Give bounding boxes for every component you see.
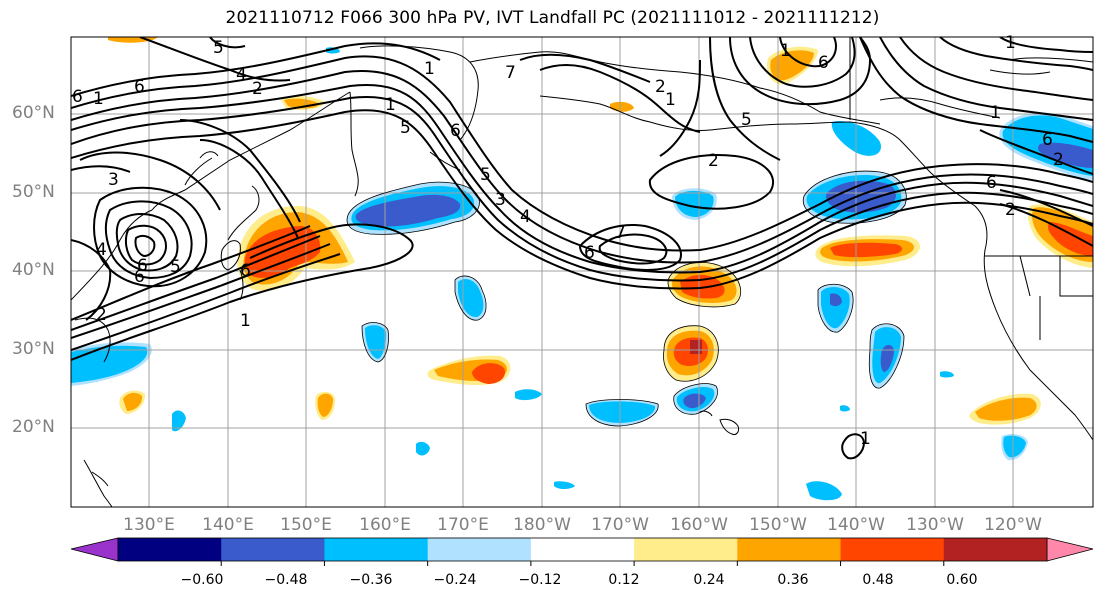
contour-label: 1 [780,41,791,61]
colorbar-frame [117,537,1048,562]
colorbar-segment [943,538,1048,561]
lon-label: 180°W [513,515,571,535]
lon-label: 150°W [749,515,807,535]
lon-label: 120°W [984,515,1042,535]
colorbar-tick-label: −0.24 [433,572,477,588]
colorbar-extend-high [1046,537,1094,562]
contour-label: 1 [990,103,1001,123]
contour-label: 1 [424,59,435,79]
colorbar-segment [118,538,222,561]
lon-label: 160°W [670,515,728,535]
contour-label: 2 [96,305,107,325]
lat-label: 20°N [12,417,55,437]
colorbar-segment [324,538,429,561]
map-title: 2021110712 F066 300 hPa PV, IVT Landfall… [225,8,880,28]
contour-label: 3 [495,190,506,210]
lon-label: 150°E [280,515,332,535]
contour-label: 6 [72,87,83,107]
colorbar-ticks [220,561,945,566]
contour-label: 2 [1053,150,1064,170]
lon-label: 170°W [591,515,649,535]
contour-label: 2 [655,77,666,97]
colorbar-tick-label: 0.60 [946,572,978,588]
contour-label: 6 [450,121,461,141]
lat-label: 60°N [12,103,55,123]
contour-labels: 5 6 1 4 2 6 1 5 6 3 4 5 6 7 2 1 6 1 6 7 … [72,33,1064,449]
contour-label: 4 [96,240,107,260]
colorbar-segment [221,538,325,561]
contour-label: 5 [741,110,752,130]
contour-label: 1 [860,429,871,449]
colorbar-tick-label: 0.48 [862,572,894,588]
colorbar-segment [634,538,738,561]
gridlines [71,37,1093,507]
contour-label: 2 [708,151,719,171]
contour-label: 5 [213,38,224,58]
contour-label: 1 [93,89,104,109]
contour-label: 6 [986,173,997,193]
pv-contours [71,37,1093,460]
lat-label: 40°N [12,260,55,280]
contour-label: 1 [1005,33,1016,53]
contour-label: 6 [134,267,145,287]
colorbar-tick-label: 0.12 [608,572,640,588]
colorbar-tick-label: −0.12 [518,572,562,588]
contour-label: 1 [240,311,251,331]
contour-label: 5 [400,118,411,138]
colorbar-segment [840,538,945,561]
colorbar-extend-low [70,537,119,562]
colorbar-segment [737,538,842,561]
contour-label: 5 [480,165,491,185]
contour-label: 2 [252,79,263,99]
lon-label: 160°E [359,515,411,535]
contour-label: 6 [818,53,829,73]
lon-label: 170°E [437,515,489,535]
contour-label: 6 [137,256,148,276]
lat-label: 30°N [12,339,55,359]
colorbar [70,537,1094,566]
map-frame [70,36,1094,508]
colorbar-segments [118,538,1048,561]
lat-label: 50°N [12,182,55,202]
contour-label: 6 [1042,130,1053,150]
colorbar-segment [530,538,635,561]
colorbar-tick-label: 0.24 [693,572,725,588]
contour-label: 3 [108,170,119,190]
contour-label: 4 [520,207,531,227]
colorbar-tick-label: −0.48 [264,572,308,588]
contour-label: 2 [1005,200,1016,220]
contour-label: 7 [615,223,626,243]
coastlines [71,37,1093,507]
colorbar-tick-label: −0.36 [349,572,393,588]
contour-label: 1 [665,90,676,110]
contour-label: 6 [584,243,595,263]
contour-label: 5 [170,257,181,277]
lon-label: 140°E [202,515,254,535]
lon-label: 140°W [827,515,885,535]
colorbar-tick-label: −0.60 [180,572,224,588]
colorbar-segment [427,538,532,561]
contour-label: 7 [505,63,516,83]
contour-label: 6 [240,261,251,281]
contour-label: 6 [134,77,145,97]
lon-label: 130°E [123,515,175,535]
contour-label: 1 [385,95,396,115]
colorbar-tick-label: 0.36 [777,572,809,588]
region-outlines [346,170,907,427]
lon-label: 130°W [906,515,964,535]
contour-label: 4 [236,65,247,85]
